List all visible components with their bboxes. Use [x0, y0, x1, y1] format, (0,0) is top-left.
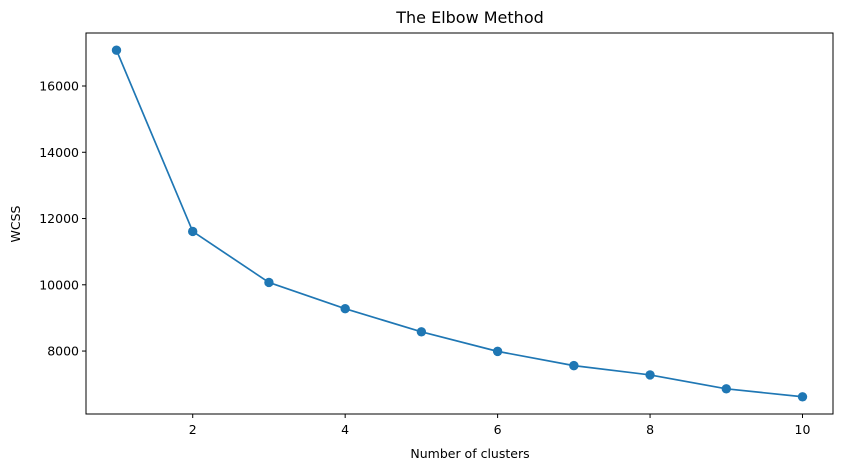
series-layer: [115, 49, 804, 398]
data-point: [416, 327, 427, 337]
y-tick-label: 10000: [39, 277, 79, 292]
y-tick-label: 8000: [47, 344, 79, 359]
data-point: [721, 384, 731, 394]
chart-title: The Elbow Method: [395, 8, 544, 27]
y-tick-label: 14000: [39, 145, 79, 160]
y-tick-label: 12000: [39, 211, 79, 226]
data-point: [797, 392, 808, 402]
x-axis: 2 4 6 8 10: [189, 414, 811, 437]
y-axis: 8000 10000 12000 14000 16000: [39, 79, 86, 359]
series-line-0: [115, 49, 804, 398]
data-point: [188, 226, 198, 237]
y-tick-label: 16000: [39, 79, 79, 94]
x-tick-label: 2: [189, 422, 197, 437]
x-tick-label: 10: [795, 422, 811, 437]
x-tick-label: 4: [341, 422, 349, 437]
data-point: [111, 45, 122, 55]
x-tick-label: 8: [646, 422, 654, 437]
marker-layer: [111, 45, 808, 402]
data-point: [340, 303, 350, 314]
data-point: [264, 277, 274, 288]
y-axis-label: WCSS: [8, 205, 23, 242]
data-point: [492, 346, 503, 357]
plot-area-frame: [85, 32, 834, 415]
data-point: [645, 370, 655, 380]
x-axis-label: Number of clusters: [410, 446, 529, 461]
x-tick-label: 6: [494, 422, 502, 437]
data-point: [569, 360, 579, 371]
